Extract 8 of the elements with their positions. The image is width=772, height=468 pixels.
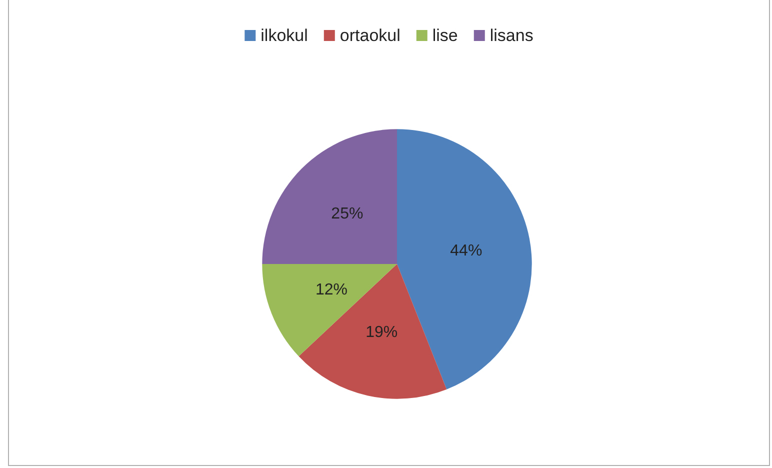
legend-label: ilkokul <box>260 26 308 45</box>
legend-label: lise <box>432 26 458 45</box>
data-label: 19% <box>366 324 398 342</box>
data-label: 12% <box>316 281 348 298</box>
legend-label: ortaokul <box>340 26 400 45</box>
legend-label: lisans <box>490 26 534 45</box>
data-label: 25% <box>331 206 364 223</box>
data-label: 44% <box>450 242 482 260</box>
